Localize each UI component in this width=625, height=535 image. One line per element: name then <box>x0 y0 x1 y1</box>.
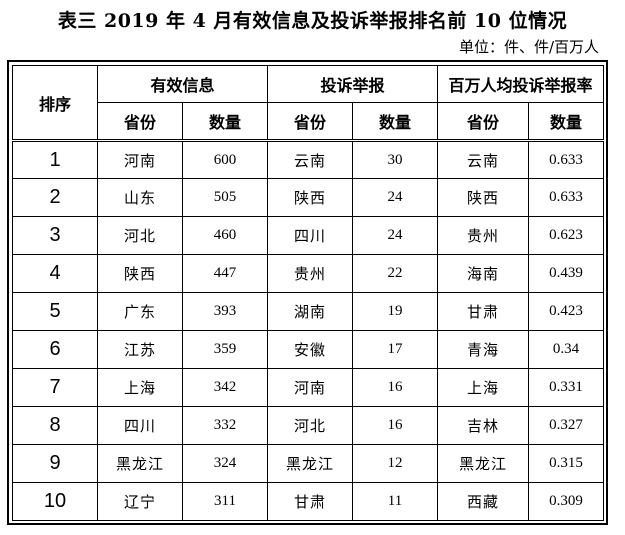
ranking-table: 排序 有效信息 投诉举报 百万人均投诉举报率 省份 数量 省份 数量 省份 数量… <box>12 65 605 521</box>
complaint-province: 四川 <box>267 216 354 255</box>
header-count: 数量 <box>352 102 439 142</box>
valid-info-province: 四川 <box>97 406 183 445</box>
table-row: 7 上海 342 河南 16 上海 0.331 <box>12 368 605 407</box>
valid-info-province: 上海 <box>97 368 183 407</box>
rate-value: 0.439 <box>528 254 605 293</box>
complaint-count: 11 <box>352 482 439 521</box>
complaint-count: 24 <box>352 178 439 217</box>
rate-province: 海南 <box>437 254 530 293</box>
valid-info-count: 359 <box>181 330 269 369</box>
header-count: 数量 <box>528 102 605 142</box>
unit-note: 单位：件、件/百万人 <box>458 38 599 56</box>
table-frame: 排序 有效信息 投诉举报 百万人均投诉举报率 省份 数量 省份 数量 省份 数量… <box>7 60 608 525</box>
table-row: 5 广东 393 湖南 19 甘肃 0.423 <box>12 292 605 331</box>
rate-province: 西藏 <box>437 482 530 521</box>
valid-info-province: 河北 <box>97 216 183 255</box>
header-province: 省份 <box>97 102 183 142</box>
table-row: 8 四川 332 河北 16 吉林 0.327 <box>12 406 605 445</box>
rank-cell: 2 <box>12 178 98 217</box>
rank-cell: 6 <box>12 330 98 369</box>
valid-info-count: 324 <box>181 444 269 483</box>
rate-value: 0.423 <box>528 292 605 331</box>
valid-info-count: 447 <box>181 254 269 293</box>
complaint-count: 22 <box>352 254 439 293</box>
valid-info-province: 黑龙江 <box>97 444 183 483</box>
rate-province: 贵州 <box>437 216 530 255</box>
header-province: 省份 <box>437 102 530 142</box>
valid-info-count: 505 <box>181 178 269 217</box>
rate-value: 0.327 <box>528 406 605 445</box>
table-row: 4 陕西 447 贵州 22 海南 0.439 <box>12 254 605 293</box>
rate-value: 0.34 <box>528 330 605 369</box>
rank-cell: 1 <box>12 140 98 179</box>
rank-cell: 4 <box>12 254 98 293</box>
complaint-count: 19 <box>352 292 439 331</box>
valid-info-count: 393 <box>181 292 269 331</box>
valid-info-count: 460 <box>181 216 269 255</box>
rate-province: 上海 <box>437 368 530 407</box>
complaint-province: 黑龙江 <box>267 444 354 483</box>
rank-cell: 3 <box>12 216 98 255</box>
rate-value: 0.331 <box>528 368 605 407</box>
complaint-count: 16 <box>352 368 439 407</box>
rank-cell: 10 <box>12 482 98 521</box>
rate-province: 陕西 <box>437 178 530 217</box>
header-rate: 百万人均投诉举报率 <box>437 65 605 103</box>
complaint-count: 17 <box>352 330 439 369</box>
rank-cell: 7 <box>12 368 98 407</box>
valid-info-province: 广东 <box>97 292 183 331</box>
rate-value: 0.623 <box>528 216 605 255</box>
header-count: 数量 <box>181 102 269 142</box>
rate-value: 0.315 <box>528 444 605 483</box>
complaint-province: 贵州 <box>267 254 354 293</box>
complaint-province: 甘肃 <box>267 482 354 521</box>
complaint-province: 湖南 <box>267 292 354 331</box>
complaint-province: 陕西 <box>267 178 354 217</box>
valid-info-province: 辽宁 <box>97 482 183 521</box>
table-row: 3 河北 460 四川 24 贵州 0.623 <box>12 216 605 255</box>
complaint-province: 河南 <box>267 368 354 407</box>
valid-info-count: 311 <box>181 482 269 521</box>
valid-info-province: 江苏 <box>97 330 183 369</box>
rate-province: 青海 <box>437 330 530 369</box>
valid-info-count: 342 <box>181 368 269 407</box>
header-complaints: 投诉举报 <box>267 65 439 103</box>
valid-info-count: 600 <box>181 140 269 179</box>
rank-cell: 8 <box>12 406 98 445</box>
rank-cell: 5 <box>12 292 98 331</box>
valid-info-province: 山东 <box>97 178 183 217</box>
valid-info-province: 陕西 <box>97 254 183 293</box>
table-row: 6 江苏 359 安徽 17 青海 0.34 <box>12 330 605 369</box>
valid-info-province: 河南 <box>97 140 183 179</box>
header-rank: 排序 <box>12 65 98 142</box>
rate-value: 0.633 <box>528 178 605 217</box>
complaint-count: 12 <box>352 444 439 483</box>
complaint-count: 30 <box>352 140 439 179</box>
complaint-province: 河北 <box>267 406 354 445</box>
header-valid-info: 有效信息 <box>96 65 269 103</box>
rate-province: 甘肃 <box>437 292 530 331</box>
valid-info-count: 332 <box>181 406 269 445</box>
table-row: 9 黑龙江 324 黑龙江 12 黑龙江 0.315 <box>12 444 605 483</box>
rate-province: 吉林 <box>437 406 530 445</box>
table-row: 1 河南 600 云南 30 云南 0.633 <box>12 140 605 179</box>
complaint-count: 16 <box>352 406 439 445</box>
rate-value: 0.309 <box>528 482 605 521</box>
rate-value: 0.633 <box>528 140 605 179</box>
table-title: 表三 2019 年 4 月有效信息及投诉举报排名前 10 位情况 <box>57 10 568 32</box>
complaint-province: 安徽 <box>267 330 354 369</box>
rate-province: 云南 <box>437 140 530 179</box>
complaint-province: 云南 <box>267 140 354 179</box>
complaint-count: 24 <box>352 216 439 255</box>
header-province: 省份 <box>267 102 354 142</box>
rank-cell: 9 <box>12 444 98 483</box>
table-row: 2 山东 505 陕西 24 陕西 0.633 <box>12 178 605 217</box>
rate-province: 黑龙江 <box>437 444 530 483</box>
table-row: 10 辽宁 311 甘肃 11 西藏 0.309 <box>12 482 605 521</box>
